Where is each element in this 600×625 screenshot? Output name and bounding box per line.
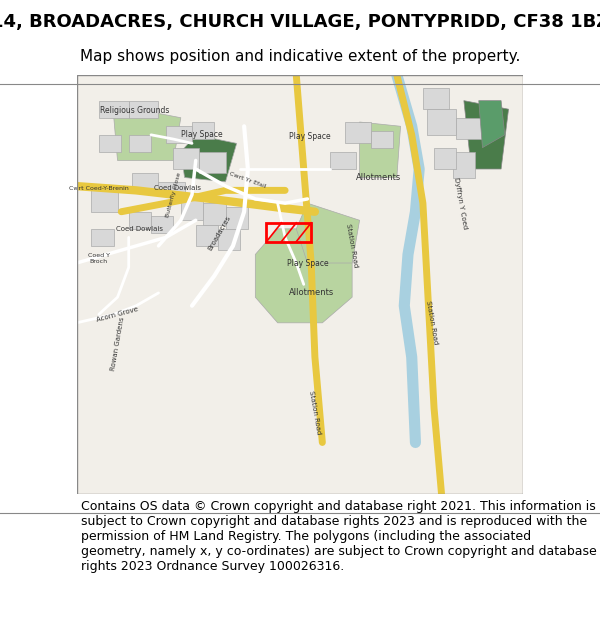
Polygon shape [218, 229, 241, 250]
Polygon shape [196, 224, 218, 246]
Text: Play Space: Play Space [181, 131, 223, 139]
Polygon shape [359, 122, 401, 177]
Polygon shape [452, 152, 475, 178]
Polygon shape [173, 148, 199, 169]
Polygon shape [166, 126, 192, 143]
Polygon shape [181, 199, 203, 220]
Text: Allotments: Allotments [356, 173, 401, 182]
Text: Map shows position and indicative extent of the property.: Map shows position and indicative extent… [80, 49, 520, 64]
Polygon shape [457, 118, 482, 139]
Polygon shape [99, 135, 121, 152]
Polygon shape [181, 135, 236, 182]
Text: Acorn Grove: Acorn Grove [96, 306, 139, 322]
Text: Butterfly Close: Butterfly Close [165, 171, 182, 217]
Polygon shape [128, 212, 151, 229]
Polygon shape [479, 101, 505, 148]
Polygon shape [434, 148, 457, 169]
Polygon shape [128, 101, 158, 118]
Polygon shape [344, 122, 371, 143]
Polygon shape [423, 88, 449, 109]
Text: Cwrt Yr Efail: Cwrt Yr Efail [229, 171, 267, 189]
Polygon shape [226, 208, 248, 229]
Text: 14, BROADACRES, CHURCH VILLAGE, PONTYPRIDD, CF38 1BZ: 14, BROADACRES, CHURCH VILLAGE, PONTYPRI… [0, 14, 600, 31]
Polygon shape [151, 216, 173, 233]
Text: Station Road: Station Road [346, 224, 359, 268]
Text: Coed Dowlais: Coed Dowlais [116, 226, 163, 232]
Bar [266, 223, 311, 242]
Polygon shape [91, 186, 118, 212]
Text: Allotments: Allotments [289, 288, 334, 298]
Polygon shape [464, 101, 509, 169]
Polygon shape [427, 109, 457, 135]
Text: Station Road: Station Road [308, 390, 322, 435]
Text: Contains OS data © Crown copyright and database right 2021. This information is : Contains OS data © Crown copyright and d… [81, 500, 597, 573]
Polygon shape [296, 203, 359, 263]
Polygon shape [192, 122, 214, 139]
Polygon shape [330, 152, 356, 169]
Polygon shape [203, 203, 226, 224]
Text: Dyffryn Y Coed: Dyffryn Y Coed [452, 177, 467, 229]
Polygon shape [128, 135, 151, 152]
Polygon shape [158, 182, 185, 194]
Polygon shape [114, 109, 181, 161]
Text: Cwrt Coed-Y-Brenin: Cwrt Coed-Y-Brenin [69, 186, 129, 191]
Polygon shape [91, 229, 114, 246]
Text: Religious Grounds: Religious Grounds [100, 106, 169, 116]
Text: Rowan Gardens: Rowan Gardens [110, 317, 125, 371]
Text: Coed Dowlais: Coed Dowlais [154, 185, 200, 191]
Text: Play Space: Play Space [287, 259, 328, 268]
Text: Station Road: Station Road [425, 301, 439, 345]
Text: Play Space: Play Space [289, 132, 331, 141]
Text: Broadacres: Broadacres [207, 214, 232, 251]
Polygon shape [99, 101, 128, 118]
Text: Coed Y
Broch: Coed Y Broch [88, 253, 110, 264]
Polygon shape [199, 152, 226, 173]
Polygon shape [256, 229, 352, 323]
Polygon shape [371, 131, 393, 148]
Polygon shape [133, 173, 158, 191]
